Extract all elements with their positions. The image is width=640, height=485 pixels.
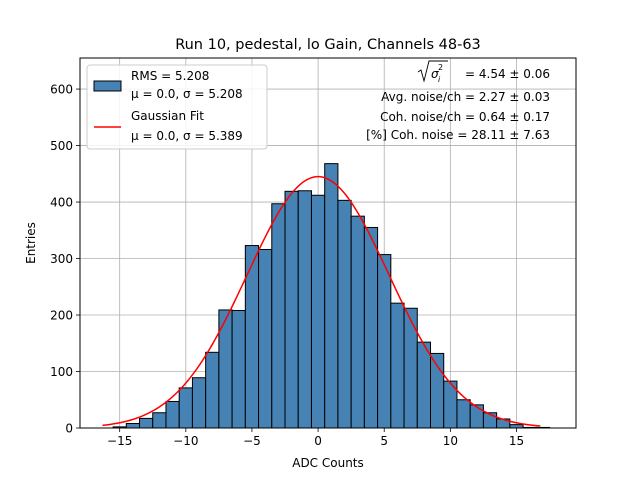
histogram-bar xyxy=(509,424,524,429)
histogram-bar xyxy=(363,226,379,429)
y-tick-label: 400 xyxy=(50,196,73,210)
coh-noise-text: Coh. noise/ch = 0.64 ± 0.17 xyxy=(380,110,550,124)
histogram-bar xyxy=(165,400,180,429)
histogram-bar xyxy=(205,351,220,429)
histogram-bar xyxy=(297,190,312,429)
x-tick-label: −10 xyxy=(173,434,198,448)
avg-noise-text: Avg. noise/ch = 2.27 ± 0.03 xyxy=(381,90,550,104)
histogram-bars xyxy=(112,163,551,429)
x-tick-label: 10 xyxy=(443,434,458,448)
chart-title: Run 10, pedestal, lo Gain, Channels 48-6… xyxy=(175,37,481,53)
x-tick-label: 15 xyxy=(509,434,524,448)
histogram-bar xyxy=(403,307,418,429)
y-tick-label: 500 xyxy=(50,139,73,153)
legend-fit-label: Gaussian Fit xyxy=(131,109,204,123)
y-tick-label: 0 xyxy=(65,422,73,436)
y-tick-label: 100 xyxy=(50,365,73,379)
legend-box xyxy=(86,64,268,150)
axes-frame xyxy=(79,57,577,429)
gaussian-fit-curve xyxy=(102,175,541,427)
noise-annotations: σ i 2 = 4.54 ± 0.06 Avg. noise/ch = 2.27… xyxy=(366,60,550,142)
histogram-bar xyxy=(350,215,365,429)
rms-sigma-formula: σ i 2 = 4.54 ± 0.06 xyxy=(417,60,550,84)
axis-ticks: −15 −10 −5 0 5 10 15 0 100 200 300 400 500 600 xyxy=(50,83,524,448)
legend-histogram-params: μ = 0.0, σ = 5.208 xyxy=(131,87,243,101)
x-tick-label: 5 xyxy=(380,434,388,448)
subscript-i: i xyxy=(438,75,441,84)
histogram-bar xyxy=(271,203,286,429)
histogram-bar xyxy=(258,248,273,429)
histogram-bar xyxy=(310,194,326,429)
x-tick-label: −15 xyxy=(107,434,132,448)
histogram-bar xyxy=(152,412,167,429)
y-tick-label: 600 xyxy=(50,83,73,97)
legend: RMS = 5.208 μ = 0.0, σ = 5.208 Gaussian … xyxy=(86,64,268,150)
y-axis-label: Entries xyxy=(24,222,38,264)
legend-histogram-swatch xyxy=(93,80,122,92)
histogram-bar xyxy=(284,190,299,429)
rms-sigma-value: = 4.54 ± 0.06 xyxy=(465,67,550,81)
superscript-2: 2 xyxy=(438,63,443,72)
histogram-bar xyxy=(416,341,432,429)
coh-noise-percent-text: [%] Coh. noise = 28.11 ± 7.63 xyxy=(366,128,550,142)
y-tick-label: 200 xyxy=(50,309,73,323)
histogram-bar xyxy=(469,404,484,429)
histogram-bar xyxy=(377,254,392,429)
y-tick-label: 300 xyxy=(50,252,73,266)
sqrt-symbol xyxy=(417,60,448,83)
histogram-bar xyxy=(191,377,207,429)
x-axis-label: ADC Counts xyxy=(292,456,364,470)
x-tick-label: −5 xyxy=(243,434,261,448)
histogram-bar xyxy=(231,310,246,429)
x-tick-label: 0 xyxy=(314,434,322,448)
legend-fit-params: μ = 0.0, σ = 5.389 xyxy=(131,129,243,143)
sigma-symbol: σ xyxy=(431,67,439,81)
legend-histogram-label: RMS = 5.208 xyxy=(131,69,209,83)
histogram-bar xyxy=(337,199,352,429)
histogram-bar xyxy=(125,422,141,429)
histogram-bar xyxy=(456,399,471,429)
histogram-bar xyxy=(390,302,405,429)
histogram-bar xyxy=(178,387,193,429)
histogram-bar xyxy=(139,417,154,429)
histogram-bar xyxy=(324,163,339,429)
